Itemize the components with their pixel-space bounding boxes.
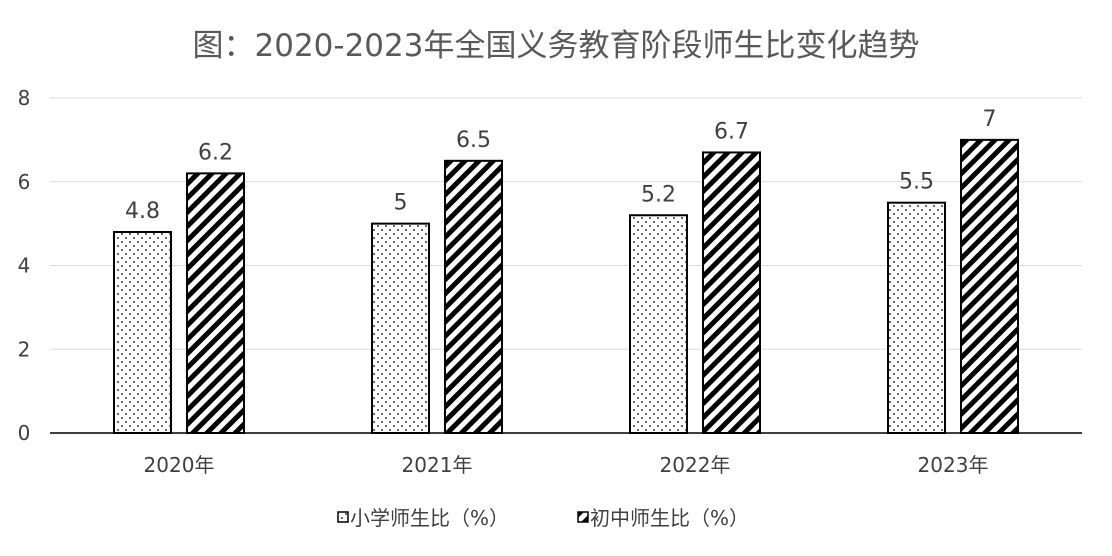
x-tick-label: 2021年	[402, 453, 473, 477]
legend-swatch-middle	[577, 511, 589, 523]
data-labels: 4.8 6.2 5 6.5 5.2 6.7 5.5 7	[125, 107, 997, 224]
data-label: 6.5	[456, 128, 491, 153]
bar-middle-3	[960, 138, 1019, 434]
y-tick-label: 0	[18, 421, 31, 445]
data-label: 6.7	[714, 119, 749, 144]
y-axis-tick-labels: 0 2 4 6 8	[18, 86, 31, 445]
data-label: 5	[394, 191, 408, 216]
y-tick-label: 8	[18, 86, 31, 110]
bar-primary-0	[113, 231, 172, 434]
data-label: 5.5	[899, 170, 934, 195]
bar-middle-0	[186, 172, 245, 434]
legend-item-middle: 初中师生比（%）	[577, 506, 749, 530]
legend-swatch-primary	[337, 511, 349, 523]
bars	[113, 138, 1019, 434]
data-label: 7	[983, 107, 997, 132]
legend-label-primary: 小学师生比（%）	[350, 506, 509, 530]
x-axis-tick-labels: 2020年 2021年 2022年 2023年	[144, 453, 989, 477]
x-tick-label: 2020年	[144, 453, 215, 477]
bar-primary-3	[887, 201, 946, 434]
legend-item-primary: 小学师生比（%）	[337, 506, 509, 530]
x-tick-label: 2022年	[660, 453, 731, 477]
y-tick-label: 6	[18, 170, 31, 194]
y-tick-label: 2	[18, 337, 31, 361]
legend: 小学师生比（%） 初中师生比（%）	[337, 506, 749, 530]
data-label: 6.2	[198, 140, 233, 165]
bar-primary-2	[629, 214, 688, 434]
chart-title: 图：2020-2023年全国义务教育阶段师生比变化趋势	[193, 28, 920, 64]
x-tick-label: 2023年	[918, 453, 989, 477]
data-label: 4.8	[125, 199, 160, 224]
bar-primary-1	[371, 222, 430, 434]
bar-middle-2	[702, 151, 761, 434]
bar-middle-1	[444, 159, 503, 434]
y-tick-label: 4	[18, 254, 31, 278]
legend-label-middle: 初中师生比（%）	[590, 506, 749, 530]
data-label: 5.2	[641, 182, 676, 207]
